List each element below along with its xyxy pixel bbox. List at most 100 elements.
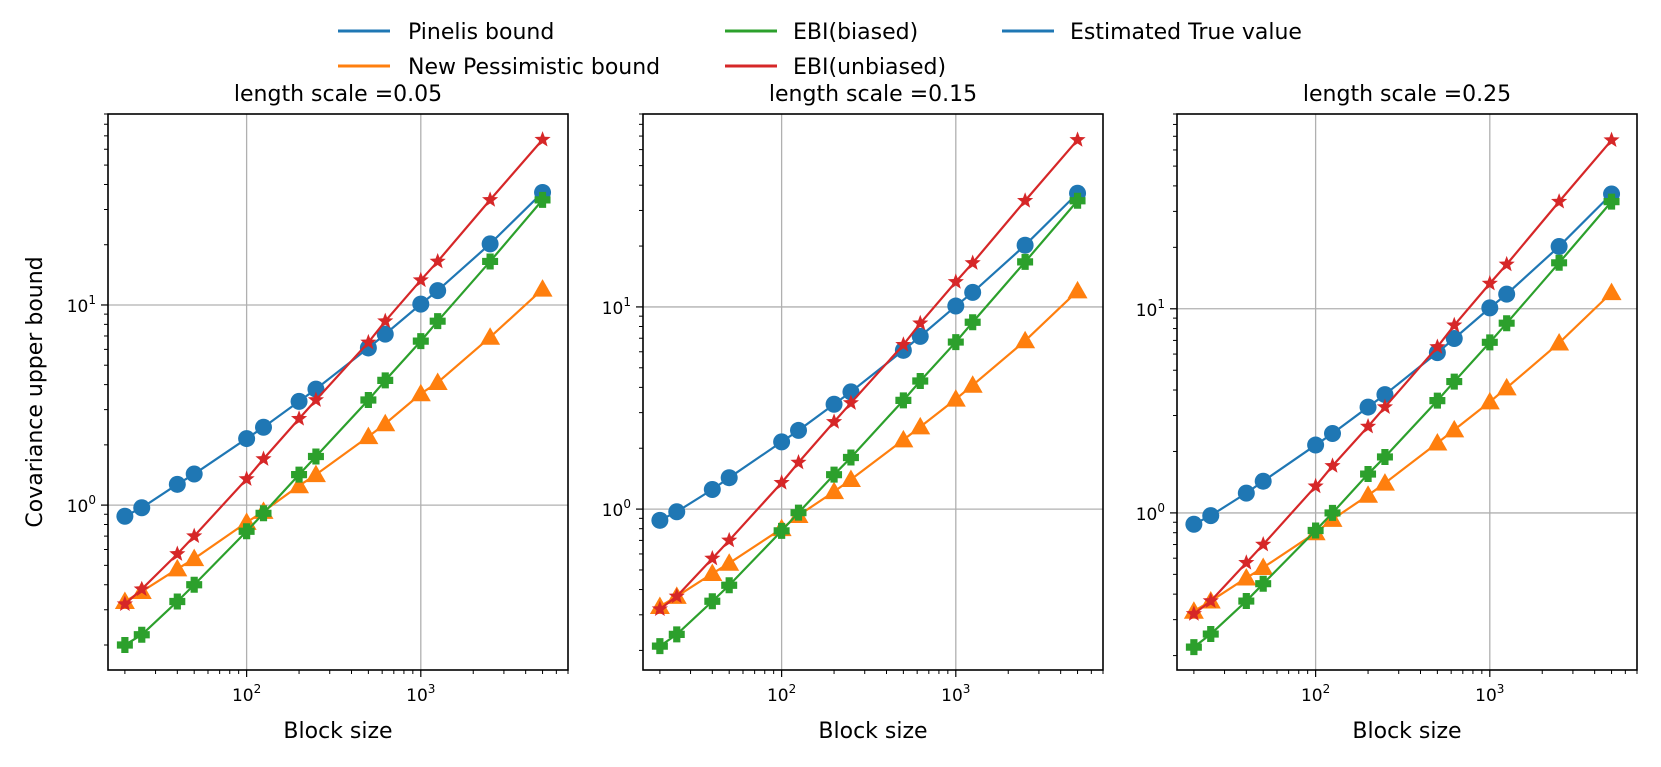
data-point <box>133 499 151 517</box>
x-tick-label: 103 <box>406 682 435 706</box>
data-point <box>1496 377 1517 396</box>
data-point <box>1429 392 1446 409</box>
data-point <box>912 373 929 390</box>
data-point <box>704 593 721 610</box>
data-point <box>427 372 448 390</box>
data-point <box>895 336 912 352</box>
subplot-2: length scale =0.15 102 103 100 101 Block size <box>602 82 1104 744</box>
data-point <box>168 475 186 493</box>
legend-label-pinelis: Pinelis bound <box>408 20 554 45</box>
legend-entry-pinelis: Pinelis bound <box>338 20 554 45</box>
data-point <box>307 391 325 407</box>
data-point <box>1307 436 1325 454</box>
data-point <box>1376 448 1393 465</box>
data-point <box>964 283 982 301</box>
data-point <box>895 392 912 409</box>
y-tick-label: 101 <box>1136 297 1165 321</box>
data-point <box>1603 131 1620 148</box>
data-point <box>1427 433 1448 451</box>
data-point <box>482 191 499 207</box>
data-point <box>1307 477 1324 494</box>
data-point <box>790 504 807 521</box>
series-line <box>659 200 1079 648</box>
data-point <box>1498 255 1515 272</box>
subplot-title: length scale =0.25 <box>1303 82 1511 107</box>
data-point <box>1324 504 1341 521</box>
data-point <box>720 469 738 487</box>
data-point <box>1017 253 1034 270</box>
data-point <box>651 600 668 617</box>
data-point <box>1358 485 1379 503</box>
data-point <box>1202 507 1220 525</box>
data-point <box>702 563 723 582</box>
x-tick-label: 102 <box>767 682 796 706</box>
axes-frame <box>1176 113 1638 671</box>
x-tick-label: 103 <box>941 682 970 706</box>
data-point <box>1067 280 1088 299</box>
data-point <box>842 383 860 401</box>
y-tick-label: 101 <box>602 295 631 319</box>
data-point <box>945 389 966 407</box>
data-point <box>668 587 685 604</box>
data-point <box>1185 639 1202 656</box>
data-point <box>824 481 845 500</box>
data-point <box>1254 472 1272 490</box>
data-point <box>1017 192 1034 208</box>
data-point <box>1601 282 1622 301</box>
data-point <box>721 577 738 594</box>
series-line <box>124 191 544 518</box>
data-point <box>1307 522 1324 539</box>
data-point <box>911 327 929 345</box>
data-point <box>1481 334 1498 351</box>
y-tick-label: 100 <box>602 497 631 521</box>
data-point <box>360 392 377 409</box>
legend: Pinelis bound New Pessimistic bound EBI(… <box>338 20 1302 80</box>
data-point <box>375 413 396 432</box>
series-ebi-biased- <box>651 192 1086 655</box>
data-point <box>1185 515 1203 533</box>
data-point <box>186 576 203 593</box>
data-point <box>290 392 308 410</box>
data-point <box>1202 592 1219 608</box>
data-point <box>377 372 394 389</box>
data-point <box>255 418 273 436</box>
data-point <box>910 416 931 435</box>
data-point <box>1429 338 1446 354</box>
data-point <box>719 553 740 571</box>
y-tick-label: 100 <box>1136 501 1165 525</box>
data-point <box>429 313 446 330</box>
data-point <box>1202 626 1219 643</box>
data-point <box>1376 398 1394 414</box>
x-axis-label: Block size <box>818 719 927 744</box>
data-point <box>964 314 981 331</box>
data-point <box>255 450 272 466</box>
series-ebi-unbiased- <box>651 131 1086 617</box>
data-point <box>825 395 843 413</box>
data-point <box>482 253 499 270</box>
data-point <box>947 334 964 351</box>
data-point <box>651 511 669 529</box>
data-point <box>947 297 965 315</box>
data-point <box>912 314 929 331</box>
data-point <box>429 282 447 300</box>
data-point <box>842 394 860 410</box>
data-point <box>1551 254 1568 271</box>
data-point <box>1359 418 1377 434</box>
series-line <box>124 199 544 646</box>
data-point <box>1324 424 1342 442</box>
series-ebi-biased- <box>1185 193 1620 656</box>
data-point <box>840 469 861 488</box>
data-point <box>238 470 255 486</box>
data-point <box>534 131 551 147</box>
data-point <box>1428 344 1446 362</box>
data-point <box>291 466 308 483</box>
data-point <box>1069 192 1086 209</box>
data-point <box>116 636 133 653</box>
data-point <box>1253 557 1274 576</box>
data-point <box>947 273 964 289</box>
legend-entry-ebi-biased: EBI(biased) <box>725 20 918 45</box>
series-ebi-unbiased- <box>1185 131 1620 621</box>
data-point <box>721 531 738 548</box>
data-point <box>773 474 790 490</box>
